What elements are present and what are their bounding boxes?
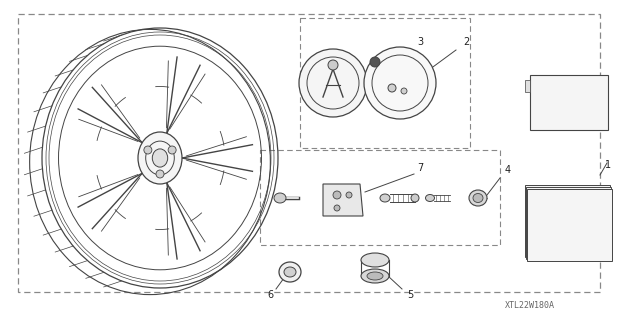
Circle shape (346, 192, 352, 198)
FancyBboxPatch shape (526, 187, 611, 259)
Circle shape (156, 170, 164, 178)
Ellipse shape (361, 253, 389, 267)
Ellipse shape (274, 193, 286, 203)
Ellipse shape (279, 262, 301, 282)
FancyBboxPatch shape (527, 189, 612, 261)
Text: XTL22W180A: XTL22W180A (505, 301, 555, 310)
Circle shape (168, 146, 176, 154)
Ellipse shape (284, 267, 296, 277)
Ellipse shape (367, 272, 383, 280)
Circle shape (328, 60, 338, 70)
Text: 3: 3 (417, 37, 423, 47)
Bar (530, 75, 608, 130)
Text: 7: 7 (417, 163, 423, 173)
Circle shape (370, 57, 380, 67)
Ellipse shape (380, 194, 390, 202)
FancyBboxPatch shape (525, 185, 610, 257)
Ellipse shape (361, 269, 389, 283)
Text: 4: 4 (505, 165, 511, 175)
Ellipse shape (299, 49, 367, 117)
Circle shape (333, 191, 341, 199)
Ellipse shape (473, 194, 483, 203)
Circle shape (334, 205, 340, 211)
Ellipse shape (469, 190, 487, 206)
Circle shape (411, 194, 419, 202)
Text: 1: 1 (605, 160, 611, 170)
Circle shape (388, 84, 396, 92)
Text: 5: 5 (407, 290, 413, 300)
Circle shape (401, 88, 407, 94)
Polygon shape (323, 184, 363, 216)
Ellipse shape (426, 195, 435, 202)
Circle shape (144, 146, 152, 154)
Ellipse shape (138, 132, 182, 184)
Ellipse shape (364, 47, 436, 119)
Text: 2: 2 (463, 37, 469, 47)
Ellipse shape (152, 149, 168, 167)
Bar (525, 80, 530, 92)
Text: 6: 6 (267, 290, 273, 300)
